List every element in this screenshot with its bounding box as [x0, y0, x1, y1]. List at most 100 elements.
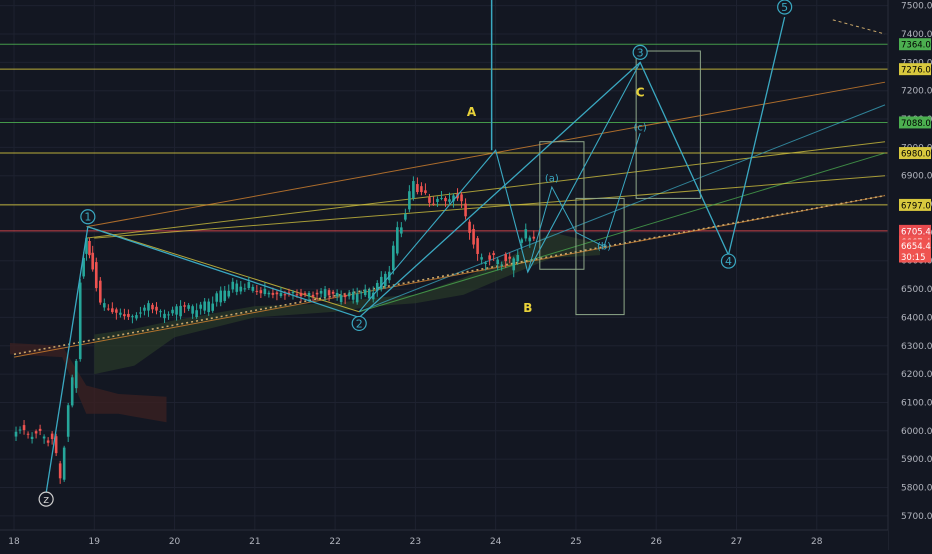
candle-body	[219, 290, 223, 303]
candle-body	[70, 377, 74, 406]
candle-body	[82, 257, 85, 277]
candle-body	[18, 429, 22, 431]
candle-body	[460, 194, 463, 202]
channel-line[interactable]	[86, 81, 886, 228]
wave-labels: z 1 2 3 4 5 A B C (a) (b) (c)	[38, 0, 793, 507]
level-price-tag-bg	[899, 116, 931, 129]
candle-body	[211, 303, 214, 311]
candle-body	[199, 304, 202, 309]
elliott-wave[interactable]	[45, 16, 786, 494]
candle-body	[94, 262, 98, 289]
candle-body	[163, 313, 166, 319]
projection-box[interactable]	[539, 141, 585, 270]
candle-body	[227, 290, 231, 297]
candle-body	[392, 245, 395, 271]
y-tick-label: 7200.0	[901, 87, 932, 97]
channel-line[interactable]	[13, 195, 886, 358]
candle-body	[267, 292, 271, 295]
level-price-tag: 7276.0	[901, 66, 931, 76]
candle-body	[239, 286, 243, 292]
sub-wave-path[interactable]	[527, 133, 641, 273]
current-price-tag-bg	[899, 250, 931, 263]
projection-box[interactable]	[575, 197, 625, 316]
y-tick-label: 6100.0	[901, 398, 932, 408]
candle-body	[440, 197, 443, 199]
candle-body	[54, 436, 58, 454]
candle-body	[379, 276, 383, 290]
candle-body	[235, 283, 239, 292]
candle-body	[88, 241, 91, 256]
y-tick-label: 6000.0	[901, 427, 932, 437]
candle-body	[123, 314, 126, 317]
abc-label: B	[523, 301, 532, 315]
candle-body	[424, 190, 427, 193]
y-tick-label: 6900.0	[901, 172, 932, 182]
candle-body	[472, 228, 475, 245]
candle-body	[103, 303, 106, 308]
horizontal-levels[interactable]	[0, 43, 888, 232]
candle-body	[143, 307, 146, 311]
level-price-tag-bg	[899, 147, 931, 160]
wave-label: 1	[84, 211, 91, 224]
projection-box[interactable]	[635, 50, 701, 199]
candle-body	[147, 303, 150, 311]
y-axis[interactable]: 5700.0 5800.0 5900.0 6000.0 6100.0 6200.0 6300…	[887, 0, 932, 550]
candle-body	[448, 199, 451, 202]
wave-1-2-line[interactable]	[87, 226, 360, 313]
candle-body	[131, 316, 134, 318]
abc-wave-path[interactable]	[358, 62, 641, 313]
x-axis[interactable]: 18 19 20 21 22 23 24 25 26 27 28	[0, 529, 888, 550]
candle-body	[500, 264, 503, 266]
candle-body	[508, 256, 512, 259]
candle-body	[347, 293, 351, 297]
channel-line[interactable]	[94, 175, 886, 239]
candle-body	[22, 425, 26, 431]
candle-body	[271, 292, 275, 295]
candle-body	[496, 259, 499, 265]
candle-body	[476, 238, 479, 254]
candle-body	[42, 436, 46, 439]
candle-body	[343, 294, 347, 298]
projection-boxes[interactable]	[539, 50, 701, 316]
candle-body	[207, 301, 210, 313]
candle-body	[231, 281, 235, 290]
abc-label: (b)	[597, 241, 611, 252]
candle-body	[247, 282, 251, 288]
candle-body	[315, 292, 319, 295]
candle-body	[335, 292, 339, 297]
elliott-wave-path[interactable]	[45, 16, 786, 494]
candle-body	[319, 290, 323, 294]
candle-body	[171, 309, 174, 314]
y-tick-label: 5900.0	[901, 455, 932, 465]
current-price-tag-bg	[899, 239, 931, 252]
candle-body	[299, 292, 303, 296]
wave-label: 2	[356, 317, 363, 330]
y-tick-label: 6200.0	[901, 370, 932, 380]
candle-body	[251, 286, 255, 291]
candle-body	[303, 293, 307, 295]
candle-body	[363, 289, 367, 296]
channel-lines[interactable]	[13, 0, 886, 358]
candle-body	[195, 310, 198, 318]
candle-body	[191, 306, 194, 314]
candle-body	[412, 181, 415, 199]
candle-body	[339, 295, 343, 303]
wave-label: z	[43, 493, 49, 506]
channel-line[interactable]	[359, 152, 886, 313]
y-tick-label: 6400.0	[901, 313, 932, 323]
candle-body	[203, 301, 206, 311]
candle-body	[78, 282, 82, 360]
x-tick-label: 18	[8, 537, 20, 547]
candle-body	[85, 238, 88, 254]
candle-body	[255, 290, 259, 292]
candle-body	[295, 294, 299, 296]
candle-body	[243, 288, 247, 290]
candle-body	[119, 312, 122, 315]
x-axis-bg	[0, 530, 888, 550]
candle-body	[74, 360, 78, 389]
candle-body	[259, 290, 263, 294]
wave-point-5: 5	[777, 0, 793, 15]
abc-label: (c)	[634, 122, 647, 133]
